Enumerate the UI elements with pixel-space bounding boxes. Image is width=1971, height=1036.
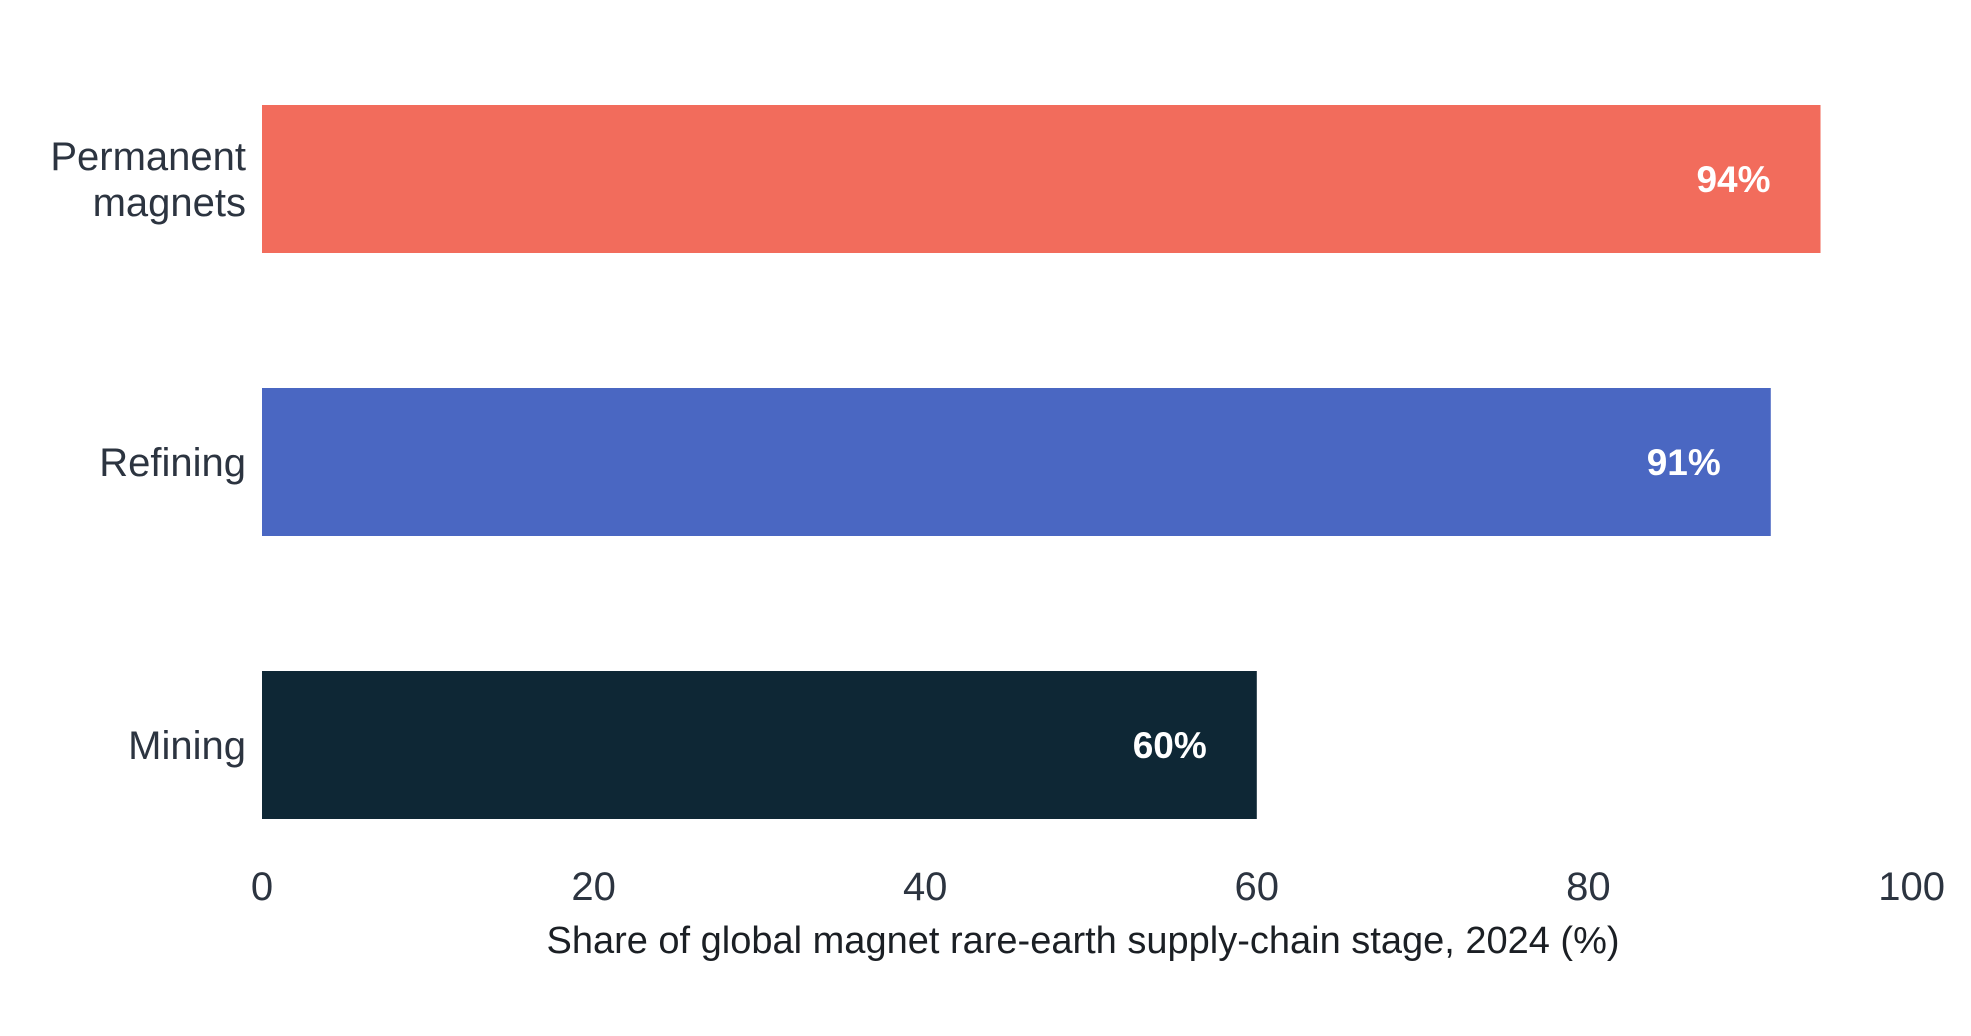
x-tick-label: 60 bbox=[1235, 865, 1280, 909]
x-tick-label: 0 bbox=[251, 865, 273, 909]
category-label-2: Mining bbox=[128, 724, 246, 768]
bar-value-label-1: 91% bbox=[1647, 442, 1721, 483]
category-label-line: Refining bbox=[99, 441, 246, 485]
x-tick-label: 100 bbox=[1878, 865, 1945, 909]
x-axis-ticks: 0 20 40 60 80 100 bbox=[251, 865, 1945, 909]
category-label-line: Permanent bbox=[50, 135, 246, 179]
category-labels: Permanent magnets Refining Mining bbox=[50, 135, 246, 768]
x-tick-label: 40 bbox=[903, 865, 948, 909]
category-label-line: magnets bbox=[93, 181, 246, 225]
bar-value-label-0: 94% bbox=[1696, 159, 1770, 200]
value-labels: 94% 91% 60% bbox=[1133, 159, 1771, 766]
bars bbox=[262, 105, 1821, 819]
bar-value-label-2: 60% bbox=[1133, 725, 1207, 766]
x-tick-label: 20 bbox=[571, 865, 616, 909]
category-label-line: Mining bbox=[128, 724, 246, 768]
bar-0 bbox=[262, 105, 1821, 253]
bar-2 bbox=[262, 671, 1257, 819]
x-tick-label: 80 bbox=[1566, 865, 1611, 909]
x-axis-title: Share of global magnet rare-earth supply… bbox=[546, 920, 1619, 962]
category-label-1: Refining bbox=[99, 441, 246, 485]
category-label-0: Permanent magnets bbox=[50, 135, 246, 225]
bar-1 bbox=[262, 388, 1771, 536]
